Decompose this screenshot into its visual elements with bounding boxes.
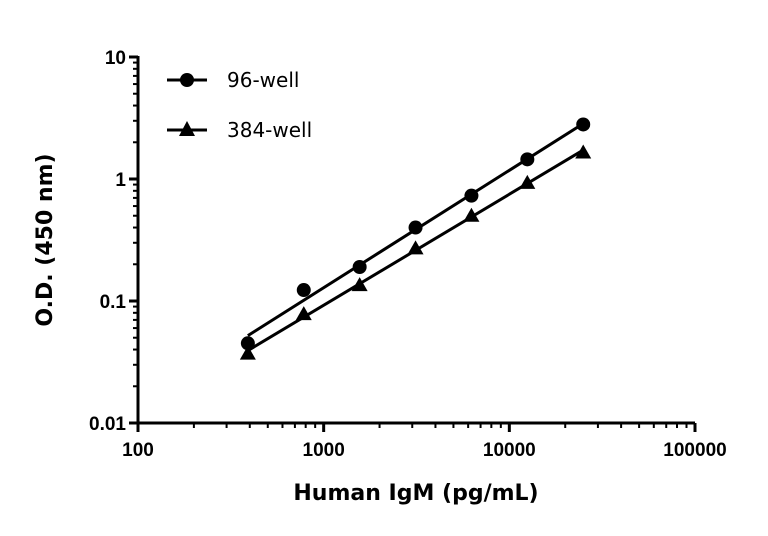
legend-marker-96-well — [180, 73, 194, 87]
data-point-96-well — [296, 283, 311, 298]
legend-marker-384-well — [179, 121, 195, 136]
y-axis-label: O.D. (450 nm) — [33, 153, 58, 326]
data-point-384-well — [575, 144, 592, 159]
series-layer — [239, 117, 592, 360]
legend-label-96-well: 96-well — [227, 68, 299, 92]
data-point-384-well — [463, 207, 480, 222]
y-tick-label: 10 — [105, 48, 126, 69]
x-tick-label: 1000 — [303, 440, 345, 461]
data-point-96-well — [520, 152, 535, 167]
y-tick-label: 0.1 — [100, 292, 127, 313]
data-point-384-well — [295, 306, 312, 321]
data-point-96-well — [464, 188, 479, 203]
data-point-384-well — [407, 240, 424, 255]
data-point-96-well — [576, 117, 591, 132]
legend-label-384-well: 384-well — [227, 118, 312, 142]
y-tick-label: 1 — [115, 170, 126, 191]
x-tick-label: 100000 — [663, 440, 726, 461]
data-point-384-well — [519, 174, 536, 189]
x-axis-label: Human IgM (pg/mL) — [293, 481, 538, 506]
y-tick-label: 0.01 — [89, 414, 126, 435]
x-tick-label: 10000 — [483, 440, 536, 461]
axes: 0.01 0.1 1 10 100 1000 10000 100000 — [89, 48, 727, 461]
x-tick-label: 100 — [122, 440, 154, 461]
legend: 96-well 384-well — [167, 68, 312, 142]
data-point-384-well — [239, 345, 256, 360]
data-point-96-well — [352, 259, 367, 274]
data-point-384-well — [351, 277, 368, 292]
data-point-96-well — [408, 220, 423, 235]
